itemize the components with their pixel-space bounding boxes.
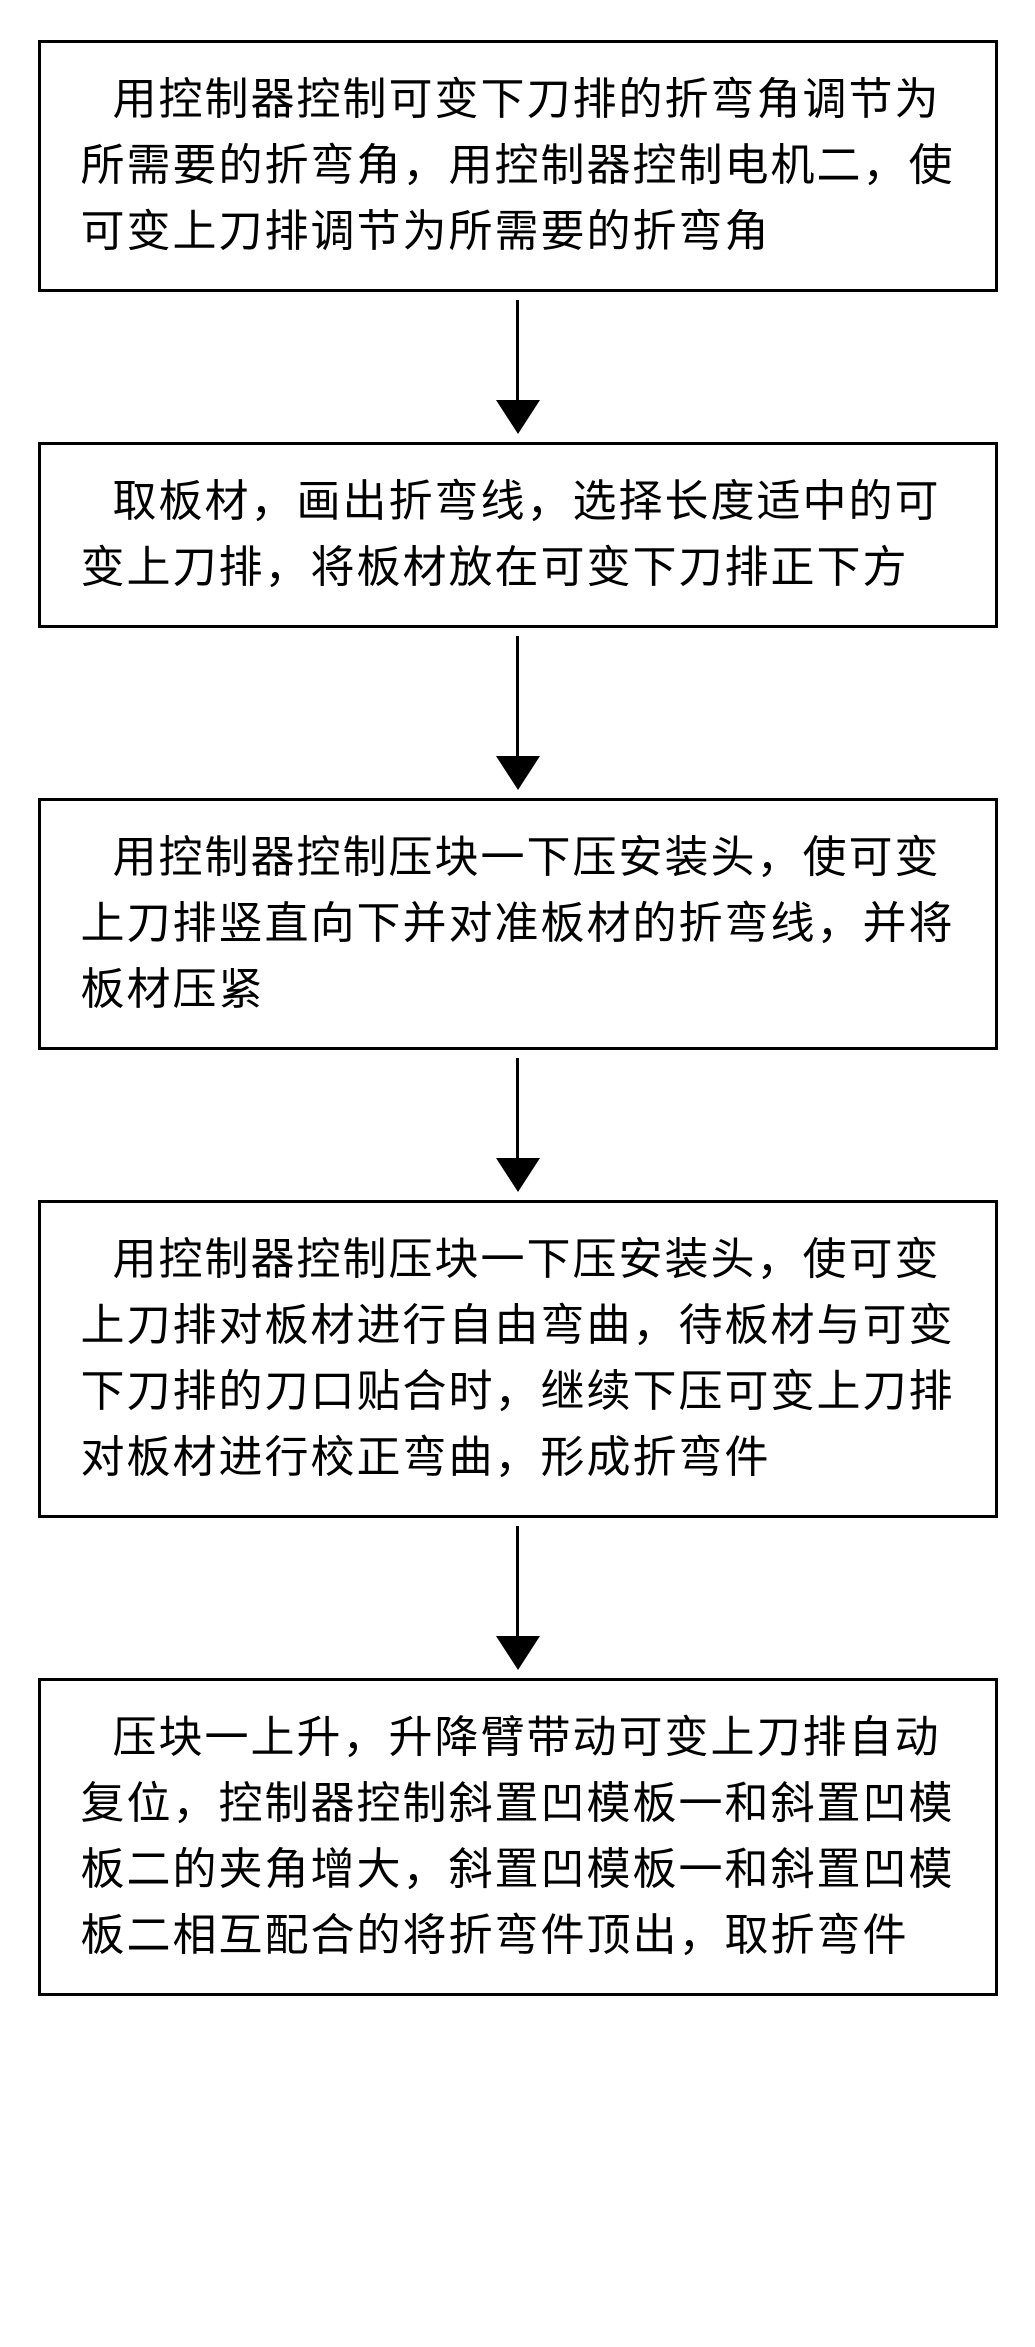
step-text: 用控制器控制压块一下压安装头，使可变上刀排竖直向下并对准板材的折弯线，并将板材压…	[81, 833, 955, 1014]
arrow-line	[516, 636, 519, 756]
arrow-1	[496, 300, 540, 434]
step-text: 压块一上升，升降臂带动可变上刀排自动复位，控制器控制斜置凹模板一和斜置凹模板二的…	[81, 1713, 955, 1960]
arrow-3	[496, 1058, 540, 1192]
arrow-head-icon	[496, 1636, 540, 1670]
step-text: 用控制器控制可变下刀排的折弯角调节为所需要的折弯角，用控制器控制电机二，使可变上…	[81, 75, 955, 256]
flowchart-step-2: 取板材，画出折弯线，选择长度适中的可变上刀排，将板材放在可变下刀排正下方	[38, 442, 998, 628]
flowchart-step-3: 用控制器控制压块一下压安装头，使可变上刀排竖直向下并对准板材的折弯线，并将板材压…	[38, 798, 998, 1050]
arrow-line	[516, 300, 519, 400]
arrow-head-icon	[496, 400, 540, 434]
flowchart-step-1: 用控制器控制可变下刀排的折弯角调节为所需要的折弯角，用控制器控制电机二，使可变上…	[38, 40, 998, 292]
arrow-head-icon	[496, 1158, 540, 1192]
arrow-head-icon	[496, 756, 540, 790]
flowchart-step-4: 用控制器控制压块一下压安装头，使可变上刀排对板材进行自由弯曲，待板材与可变下刀排…	[38, 1200, 998, 1518]
flowchart-container: 用控制器控制可变下刀排的折弯角调节为所需要的折弯角，用控制器控制电机二，使可变上…	[30, 40, 1005, 1996]
step-text: 取板材，画出折弯线，选择长度适中的可变上刀排，将板材放在可变下刀排正下方	[81, 477, 941, 592]
step-text: 用控制器控制压块一下压安装头，使可变上刀排对板材进行自由弯曲，待板材与可变下刀排…	[81, 1235, 955, 1482]
arrow-line	[516, 1526, 519, 1636]
arrow-4	[496, 1526, 540, 1670]
arrow-2	[496, 636, 540, 790]
flowchart-step-5: 压块一上升，升降臂带动可变上刀排自动复位，控制器控制斜置凹模板一和斜置凹模板二的…	[38, 1678, 998, 1996]
arrow-line	[516, 1058, 519, 1158]
